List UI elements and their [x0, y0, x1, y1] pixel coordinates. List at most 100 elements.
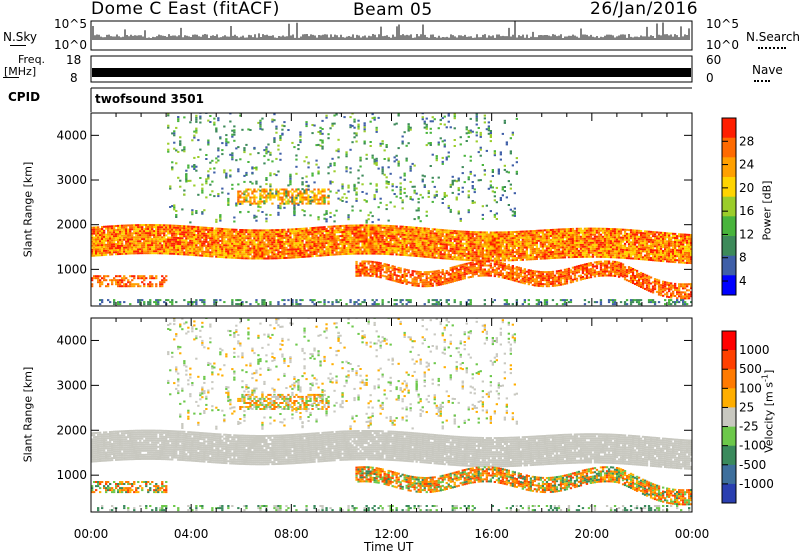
- heatmap-cell: [343, 253, 346, 255]
- heatmap-cell: [329, 235, 332, 238]
- heatmap-cell: [401, 235, 404, 238]
- heatmap-cell: [419, 249, 422, 252]
- heatmap-cell: [349, 240, 352, 243]
- heatmap-cell: [417, 253, 420, 256]
- heatmap-cell: [305, 180, 308, 183]
- heatmap-cell: [463, 273, 466, 276]
- heatmap-cell: [313, 253, 316, 255]
- heatmap-cell: [363, 272, 366, 275]
- heatmap-cell: [213, 121, 216, 124]
- heatmap-cell: [363, 260, 366, 263]
- heatmap-cell: [261, 243, 264, 246]
- heatmap-cell: [307, 231, 310, 234]
- heatmap-cell: [337, 138, 340, 141]
- heatmap-cell: [323, 240, 326, 243]
- heatmap-cell: [239, 233, 242, 235]
- heatmap-cell: [341, 251, 344, 254]
- heatmap-cell: [185, 225, 188, 228]
- heatmap-cell: [275, 192, 278, 195]
- heatmap-cell: [199, 238, 202, 241]
- heatmap-cell: [263, 229, 266, 232]
- heatmap-cell: [211, 243, 214, 246]
- heatmap-cell: [475, 123, 478, 126]
- heatmap-cell: [431, 282, 434, 285]
- heatmap-cell: [353, 250, 356, 253]
- heatmap-cell: [479, 179, 482, 182]
- heatmap-cell: [251, 166, 254, 169]
- heatmap-cell: [331, 181, 334, 184]
- heatmap-cell: [447, 251, 450, 254]
- heatmap-cell: [445, 255, 448, 258]
- heatmap-cell: [317, 172, 320, 175]
- heatmap-cell: [257, 245, 260, 248]
- heatmap-cell: [385, 230, 388, 233]
- heatmap-cell: [163, 228, 166, 231]
- heatmap-cell: [113, 245, 116, 248]
- heatmap-cell: [93, 226, 96, 229]
- heatmap-cell: [363, 130, 366, 133]
- heatmap-cell: [473, 271, 476, 274]
- heatmap-cell: [479, 249, 482, 252]
- heatmap-cell: [185, 169, 188, 172]
- heatmap-cell: [193, 234, 196, 236]
- heatmap-cell: [389, 272, 392, 275]
- heatmap-cell: [265, 188, 268, 191]
- heatmap-cell: [211, 255, 214, 258]
- heatmap-cell: [475, 140, 478, 143]
- heatmap-cell: [479, 233, 482, 236]
- heatmap-cell: [97, 277, 100, 280]
- heatmap-cell: [319, 226, 322, 229]
- heatmap-cell: [393, 279, 396, 282]
- heatmap-cell: [241, 235, 244, 238]
- heatmap-cell: [443, 280, 446, 283]
- heatmap-cell: [429, 230, 432, 233]
- heatmap-cell: [425, 123, 428, 126]
- heatmap-cell: [303, 235, 306, 238]
- heatmap-cell: [403, 131, 406, 134]
- heatmap-cell: [333, 170, 336, 173]
- heatmap-cell: [295, 230, 298, 233]
- heatmap-cell: [145, 248, 148, 251]
- heatmap-cell: [247, 229, 250, 232]
- heatmap-cell: [223, 250, 226, 253]
- heatmap-cell: [255, 251, 258, 254]
- heatmap-cell: [479, 146, 482, 149]
- heatmap-cell: [445, 280, 448, 283]
- heatmap-cell: [357, 238, 360, 241]
- heatmap-cell: [123, 252, 126, 255]
- heatmap-cell: [471, 187, 474, 190]
- heatmap-cell: [353, 228, 356, 231]
- heatmap-cell: [461, 275, 464, 278]
- heatmap-cell: [317, 228, 320, 231]
- heatmap-cell: [185, 237, 188, 240]
- heatmap-cell: [405, 281, 408, 283]
- heatmap-cell: [201, 234, 204, 237]
- heatmap-cell: [255, 237, 258, 240]
- heatmap-cell: [171, 228, 174, 231]
- heatmap-cell: [391, 239, 394, 242]
- heatmap-cell: [391, 189, 394, 192]
- heatmap-cell: [391, 251, 394, 254]
- heatmap-cell: [459, 219, 462, 222]
- heatmap-cell: [149, 224, 152, 226]
- heatmap-cell: [361, 272, 364, 275]
- heatmap-cell: [271, 255, 274, 258]
- heatmap-cell: [359, 159, 362, 162]
- heatmap-cell: [445, 299, 448, 302]
- heatmap-cell: [289, 175, 292, 178]
- heatmap-cell: [461, 236, 464, 239]
- heatmap-cell: [279, 192, 282, 195]
- heatmap-cell: [447, 257, 450, 260]
- heatmap-cell: [369, 270, 372, 273]
- heatmap-cell: [271, 245, 274, 248]
- heatmap-cell: [321, 250, 324, 253]
- heatmap-cell: [271, 194, 274, 197]
- heatmap-cell: [253, 251, 256, 254]
- heatmap-cell: [241, 192, 244, 195]
- heatmap-cell: [315, 196, 318, 199]
- heatmap-cell: [435, 244, 438, 247]
- heatmap-cell: [255, 168, 258, 171]
- heatmap-cell: [157, 240, 160, 243]
- heatmap-cell: [439, 241, 442, 243]
- heatmap-cell: [481, 239, 484, 242]
